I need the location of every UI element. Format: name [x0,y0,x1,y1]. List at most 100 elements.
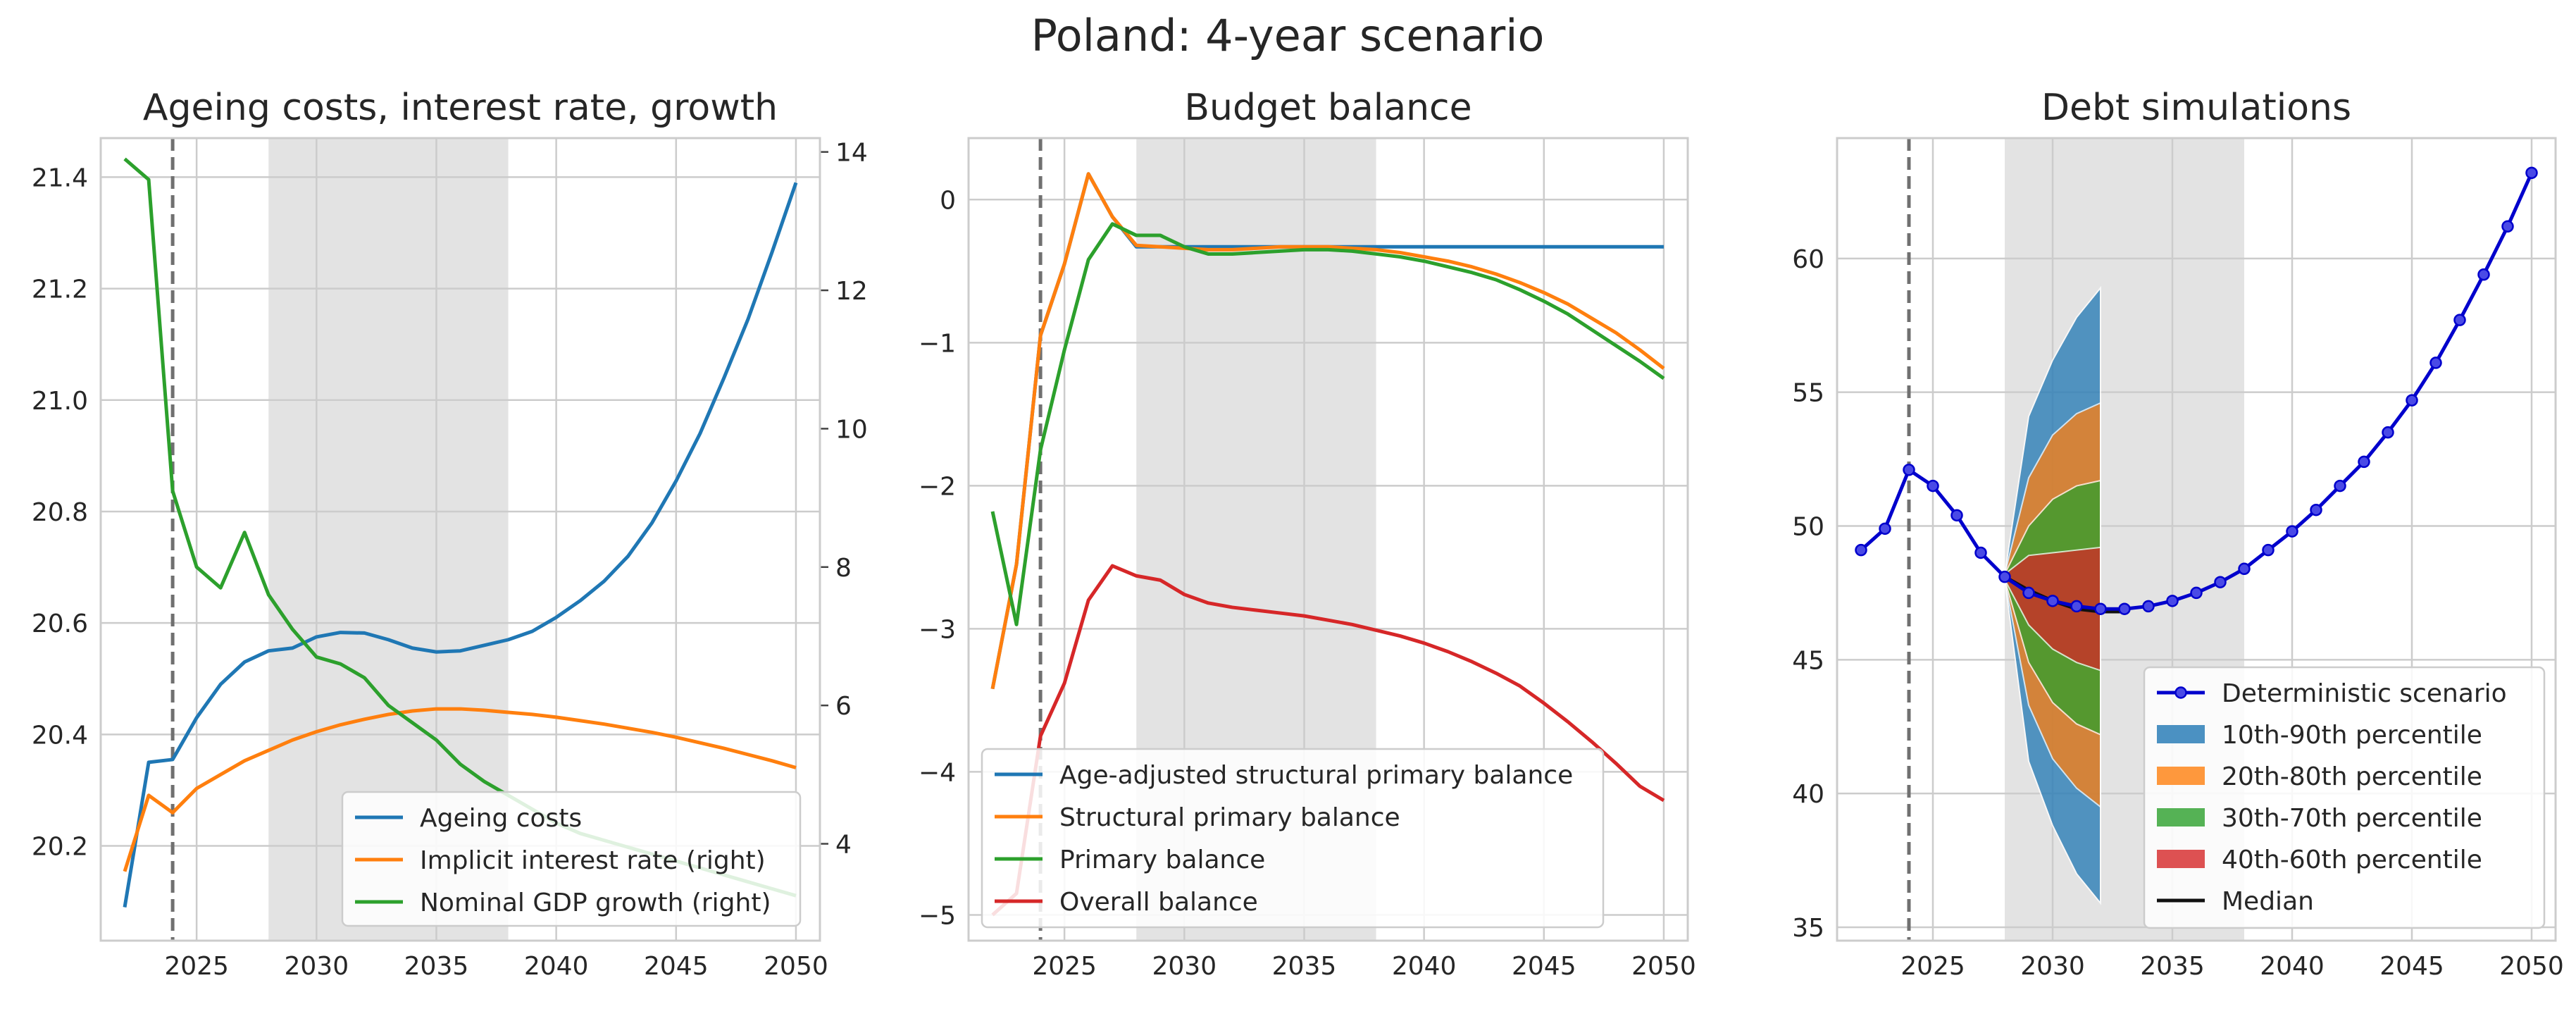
deterministic-point [2238,562,2251,576]
x-tick-label: 2030 [2020,952,2085,981]
y-tick-label: 60 [1792,245,1824,274]
deterministic-point [2022,586,2035,600]
x-tick-label: 2025 [1900,952,1965,981]
y2-tick-label: 6 [835,692,852,721]
x-tick-label: 2030 [1152,952,1217,981]
y2-tick-label: 14 [835,139,868,168]
y-tick-label: 40 [1792,780,1824,809]
legend-label: Ageing costs [420,804,582,833]
subplot-title: Ageing costs, interest rate, growth [143,87,778,129]
legend-swatch [2157,767,2205,785]
x-tick-label: 2040 [1392,952,1457,981]
x-tick-label: 2035 [2140,952,2205,981]
deterministic-point [1879,522,1891,536]
deterministic-point [2094,602,2107,615]
series-line-orange [990,172,1665,690]
deterministic-point [2166,595,2179,607]
x-tick-label: 2035 [404,952,469,981]
y-tick-label: −4 [919,758,956,787]
legend-label: 20th-80th percentile [2222,762,2482,791]
y-tick-label: 0 [940,186,956,215]
legend-label: Overall balance [1059,888,1258,917]
deterministic-point [2477,268,2490,281]
legend-swatch [2157,808,2205,827]
x-tick-label: 2050 [1631,952,1696,981]
legend-box [981,748,1605,929]
deterministic-point [2190,586,2203,600]
x-tick-label: 2045 [2379,952,2444,981]
legend-label: Nominal GDP growth (right) [420,889,771,917]
legend-label: Deterministic scenario [2222,679,2507,708]
legend-label: 40th-60th percentile [2222,846,2482,874]
y-tick-label: 20.6 [32,609,88,638]
deterministic-point [1903,464,1915,476]
deterministic-point [2382,426,2394,439]
legend-label: 30th-70th percentile [2222,804,2482,833]
deterministic-point [1950,509,1963,522]
deterministic-point [2214,576,2227,588]
y-tick-label: 21.4 [32,163,88,192]
y2-tick-label: 8 [835,554,852,583]
legend-box [2143,666,2546,929]
y2-tick-label: 4 [835,831,852,860]
deterministic-point [1998,570,2011,583]
subplot-title: Budget balance [1184,87,1471,129]
deterministic-point [2142,600,2155,613]
plot-frame [1836,137,2557,942]
chart-debt-simulations: 2025 2030 2035 2040 2045 2050 35 40 45 50 55 60 Debt… [1792,87,2564,981]
y-tick-label: 50 [1792,513,1824,542]
legend-marker [2174,686,2187,699]
deterministic-point [2262,543,2275,557]
deterministic-point [2406,394,2418,407]
legend-label: Age-adjusted structural primary balance [1059,761,1573,790]
legend-label: 10th-90th percentile [2222,721,2482,750]
deterministic-point [2070,600,2083,613]
x-tick-label: 2025 [1032,952,1097,981]
legend-swatch [2157,850,2205,868]
y-tick-label: 20.8 [32,498,88,527]
x-tick-label: 2040 [524,952,589,981]
y-tick-label: −3 [919,615,956,644]
chart-ageing-costs: 2025 2030 2035 2040 2045 2050 20.2 20.4 20.6 20.8… [32,87,868,981]
y-tick-label: −2 [919,472,956,501]
deterministic-point [2118,602,2131,615]
deterministic-point [2453,314,2466,326]
deterministic-point [2334,479,2346,493]
figure-title: Poland: 4-year scenario [1031,10,1545,61]
x-tick-label: 2050 [2499,952,2564,981]
deterministic-point [2310,503,2322,516]
plot-frame [99,137,821,942]
deterministic-point [1855,543,1867,557]
x-tick-label: 2025 [164,952,229,981]
plot-frame [967,137,1689,942]
y-tick-label: −1 [919,329,956,358]
series-line-green [990,222,1665,626]
y-tick-label: 21.2 [32,276,88,304]
deterministic-point [2501,220,2514,233]
y-tick-label: 45 [1792,646,1824,675]
deterministic-point [2429,357,2442,369]
y-tick-label: 20.4 [32,721,88,750]
x-tick-label: 2040 [2260,952,2325,981]
deterministic-point [2286,525,2298,538]
deterministic-point [2358,455,2370,469]
subplot-title: Debt simulations [2041,87,2351,129]
y2-tick-label: 12 [835,277,868,306]
deterministic-point [1927,479,1939,493]
y-tick-label: 55 [1792,379,1824,408]
chart-budget-balance: 2025 2030 2035 2040 2045 2050 −5 −4 −3 −2 −1 0 Budge… [919,87,1696,981]
legend-box [341,791,802,927]
x-tick-label: 2035 [1272,952,1337,981]
legend-label: Structural primary balance [1059,803,1400,832]
y-tick-label: 21.0 [32,387,88,416]
series-line-red [991,564,1665,917]
x-tick-label: 2045 [1512,952,1576,981]
legend-swatch [2157,725,2205,743]
y-tick-label: 35 [1792,914,1824,943]
x-tick-label: 2030 [284,952,349,981]
legend-label: Implicit interest rate (right) [420,846,766,875]
legend-label: Median [2222,887,2314,916]
deterministic-point [2525,166,2538,180]
legend-label: Primary balance [1059,846,1265,874]
